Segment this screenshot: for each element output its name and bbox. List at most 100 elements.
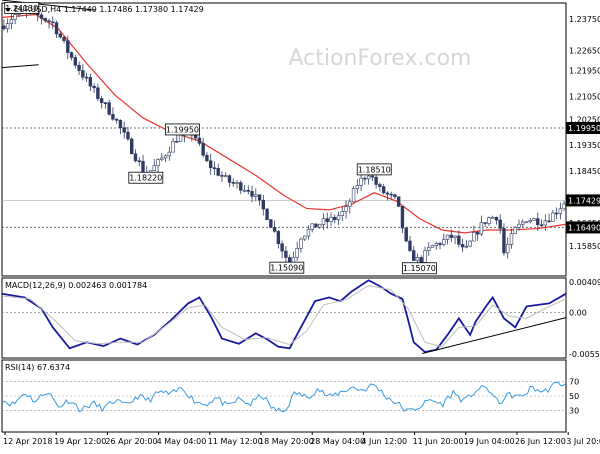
candle-down bbox=[51, 21, 55, 24]
candle-down bbox=[460, 244, 465, 248]
rsi-y-tick: 70 bbox=[569, 378, 579, 387]
candle-up bbox=[479, 222, 484, 235]
candle-up bbox=[509, 233, 514, 245]
candle-down bbox=[280, 243, 284, 252]
panel-frame-0 bbox=[1, 2, 567, 277]
candle-up bbox=[167, 151, 172, 157]
candle-down bbox=[69, 52, 74, 58]
candle-down bbox=[276, 231, 281, 245]
macd-y-tick: 0.00 bbox=[569, 308, 587, 317]
candle-down bbox=[400, 205, 405, 229]
candle-up bbox=[366, 175, 371, 180]
candle-down bbox=[457, 235, 461, 245]
candle-up bbox=[295, 248, 299, 258]
candle-down bbox=[370, 175, 375, 178]
macd-y-tick: -0.005566 bbox=[569, 350, 600, 359]
time-tick-label: 3 Jul 20:00 bbox=[566, 437, 600, 446]
candle-up bbox=[359, 177, 363, 186]
price-header: EURUSD,H4 1.17449 1.17486 1.17380 1.1742… bbox=[14, 5, 204, 14]
time-tick-label: 12 Apr 2018 bbox=[3, 437, 52, 446]
candle-down bbox=[137, 160, 141, 163]
candle-down bbox=[77, 64, 81, 71]
candle-down bbox=[96, 87, 100, 99]
candle-down bbox=[269, 219, 273, 228]
candle-up bbox=[524, 221, 529, 224]
candle-up bbox=[178, 134, 183, 142]
candle-down bbox=[363, 177, 367, 180]
candle-down bbox=[272, 227, 277, 232]
candle-down bbox=[419, 257, 423, 263]
candle-down bbox=[393, 194, 397, 198]
candle-up bbox=[344, 206, 348, 212]
candle-down bbox=[47, 20, 51, 23]
time-tick-label: 4 May 04:00 bbox=[157, 437, 207, 446]
candle-down bbox=[374, 176, 378, 185]
candle-down bbox=[498, 219, 502, 229]
candle-up bbox=[468, 240, 472, 247]
candle-down bbox=[216, 167, 220, 176]
candle-down bbox=[201, 143, 205, 156]
candle-down bbox=[554, 212, 559, 215]
time-tick-label: 11 Jun 20:00 bbox=[413, 437, 464, 446]
candle-up bbox=[551, 212, 555, 222]
candle-up bbox=[152, 165, 156, 172]
candle-up bbox=[171, 141, 175, 153]
candle-down bbox=[325, 218, 329, 222]
candle-down bbox=[84, 76, 89, 79]
candle-down bbox=[438, 243, 442, 245]
watermark: ActionForex.com bbox=[289, 46, 472, 71]
candle-up bbox=[430, 245, 435, 248]
time-axis: 12 Apr 2018 19 Apr 12:00 26 Apr 20:00 4 May… bbox=[3, 432, 600, 446]
annotation-label: 1.18510 bbox=[358, 165, 391, 174]
candle-up bbox=[513, 227, 517, 235]
candle-up bbox=[329, 216, 333, 222]
candle-down bbox=[205, 154, 209, 162]
candle-down bbox=[381, 186, 386, 194]
candle-down bbox=[412, 250, 416, 261]
candle-up bbox=[5, 23, 10, 30]
candle-up bbox=[235, 182, 239, 184]
annotation-box bbox=[128, 171, 164, 184]
macd-trendline bbox=[422, 317, 567, 354]
candle-down bbox=[483, 222, 487, 224]
candle-down bbox=[389, 193, 393, 196]
price-y-tick: 1.23750 bbox=[569, 15, 600, 24]
annotation-label: 1.24130 bbox=[5, 4, 38, 13]
annotation-box bbox=[165, 123, 200, 136]
annotation-box bbox=[269, 261, 305, 274]
candle-down bbox=[2, 25, 6, 30]
candle-down bbox=[257, 194, 262, 201]
annotation-box bbox=[401, 262, 437, 275]
candle-down bbox=[314, 223, 318, 228]
price-panel: 1.23750 1.22650 1.21950 1.21050 1.20250 1.193… bbox=[1, 0, 600, 275]
candle-down bbox=[212, 167, 217, 170]
candle-down bbox=[547, 220, 551, 223]
candle-down bbox=[265, 208, 269, 220]
candle-down bbox=[227, 175, 232, 183]
candle-up bbox=[445, 234, 450, 240]
candle-up bbox=[310, 223, 314, 230]
candle-up bbox=[464, 245, 469, 248]
annotation-label: 1.15070 bbox=[403, 264, 436, 273]
annotation-label: 1.19950 bbox=[166, 125, 199, 134]
candle-down bbox=[246, 189, 250, 192]
level-label: 1.16490 bbox=[568, 223, 600, 232]
header-arrow-icon bbox=[5, 8, 11, 12]
candle-down bbox=[126, 131, 130, 140]
moving-average-line bbox=[1, 13, 567, 234]
candle-up bbox=[521, 221, 525, 225]
candle-up bbox=[453, 235, 457, 238]
candle-up bbox=[487, 217, 491, 224]
candle-down bbox=[103, 102, 108, 104]
candle-down bbox=[114, 118, 119, 121]
annotation-label: 1.18220 bbox=[129, 174, 162, 183]
macd-y-tick: 0.004094 bbox=[569, 278, 600, 287]
candle-up bbox=[336, 215, 341, 221]
candle-down bbox=[73, 57, 78, 66]
candle-up bbox=[160, 157, 164, 160]
level-badge bbox=[566, 122, 600, 135]
current-price-label: 1.17429 bbox=[568, 196, 600, 205]
candle-up bbox=[532, 218, 536, 221]
rsi-y-tick: 30 bbox=[569, 406, 579, 415]
